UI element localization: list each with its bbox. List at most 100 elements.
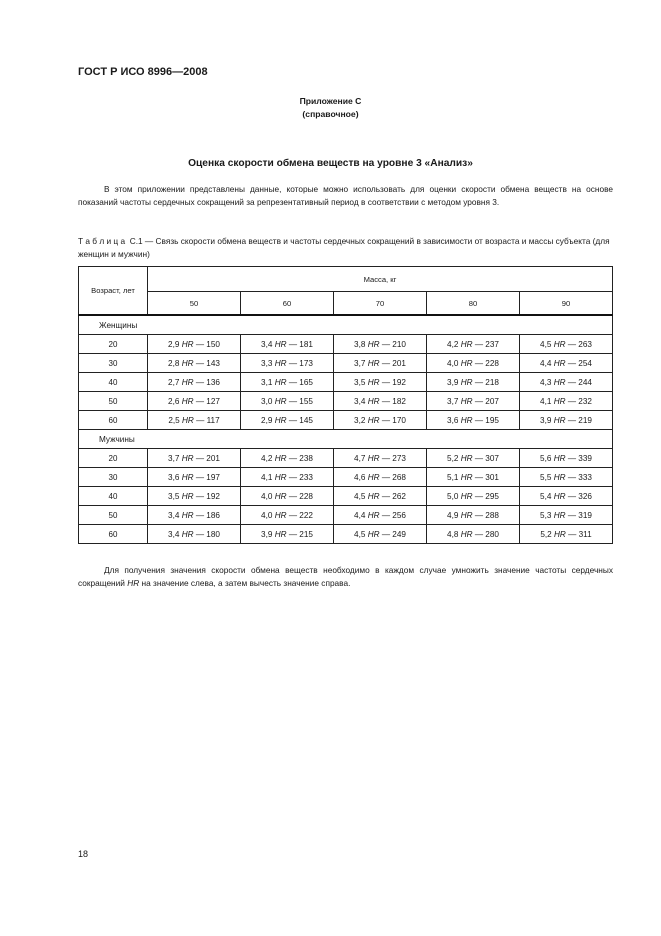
offset: — 280 <box>474 529 499 539</box>
hr-symbol: HR <box>460 529 473 539</box>
formula-cell: 3,1 HR — 165 <box>240 372 334 392</box>
hr-symbol: HR <box>274 339 287 349</box>
age-cell: 30 <box>78 353 148 373</box>
formula-cell: 4,5 HR — 263 <box>519 334 613 354</box>
group-row: Мужчины <box>78 429 613 449</box>
formula-cell: 4,4 HR — 254 <box>519 353 613 373</box>
hr-symbol: HR <box>181 377 194 387</box>
coefficient: 3,4 <box>261 339 273 349</box>
coefficient: 3,5 <box>354 377 366 387</box>
offset: — 326 <box>567 491 592 501</box>
coefficient: 3,0 <box>261 396 273 406</box>
age-cell: 50 <box>78 505 148 525</box>
formula-cell: 4,6 HR — 268 <box>333 467 427 487</box>
offset: — 307 <box>474 453 499 463</box>
hr-symbol: HR <box>127 578 140 588</box>
coefficient: 3,4 <box>354 396 366 406</box>
coefficient: 4,4 <box>540 358 552 368</box>
formula-cell: 5,3 HR — 319 <box>519 505 613 525</box>
formula-cell: 4,2 HR — 238 <box>240 448 334 468</box>
hr-symbol: HR <box>367 358 380 368</box>
age-cell: 60 <box>78 524 148 544</box>
coefficient: 4,5 <box>540 339 552 349</box>
offset: — 117 <box>196 415 220 425</box>
mass-values-row: 50 60 70 80 90 <box>79 291 613 316</box>
offset: — 207 <box>474 396 499 406</box>
formula-cell: 3,6 HR — 197 <box>147 467 241 487</box>
formula-cell: 3,0 HR — 155 <box>240 391 334 411</box>
intro-paragraph: В этом приложении представлены данные, к… <box>78 183 613 209</box>
hr-symbol: HR <box>460 491 473 501</box>
offset: — 186 <box>195 510 220 520</box>
formula-cell: 3,8 HR — 210 <box>333 334 427 354</box>
formula-cell: 4,7 HR — 273 <box>333 448 427 468</box>
coefficient: 2,8 <box>168 358 180 368</box>
group-row: Женщины <box>78 314 613 335</box>
coefficient: 3,9 <box>261 529 273 539</box>
group-label: Мужчины <box>78 429 613 449</box>
coefficient: 3,3 <box>261 358 273 368</box>
hr-symbol: HR <box>460 453 473 463</box>
formula-cell: 3,7 HR — 207 <box>426 391 520 411</box>
formula-cell: 4,2 HR — 237 <box>426 334 520 354</box>
table-row: 30 2,8 HR — 143 3,3 HR — 173 3,7 HR — 201 4,… <box>78 353 613 373</box>
hr-symbol: HR <box>460 472 473 482</box>
hr-symbol: HR <box>367 339 380 349</box>
hr-symbol: HR <box>181 453 194 463</box>
note-text: Для получения значения скорости обмена в… <box>78 565 613 588</box>
coefficient: 2,9 <box>261 415 273 425</box>
offset: — 268 <box>381 472 406 482</box>
age-cell: 30 <box>78 467 148 487</box>
table-row: 60 3,4 HR — 180 3,9 HR — 215 4,5 HR — 249 4,… <box>78 524 613 544</box>
coefficient: 4,0 <box>447 358 459 368</box>
offset: — 127 <box>195 396 220 406</box>
hr-symbol: HR <box>367 529 380 539</box>
appendix-type: (справочное) <box>302 109 359 119</box>
formula-cell: 5,2 HR — 311 <box>519 524 613 544</box>
coefficient: 4,2 <box>261 453 273 463</box>
formula-cell: 5,1 HR — 301 <box>426 467 520 487</box>
offset: — 244 <box>567 377 592 387</box>
formula-cell: 4,5 HR — 262 <box>333 486 427 506</box>
formula-cell: 3,9 HR — 218 <box>426 372 520 392</box>
coefficient: 5,2 <box>540 529 552 539</box>
hr-symbol: HR <box>274 529 287 539</box>
offset: — 319 <box>567 510 592 520</box>
formula-cell: 4,1 HR — 232 <box>519 391 613 411</box>
mass-column-header: 70 <box>333 291 427 316</box>
offset: — 333 <box>567 472 592 482</box>
hr-symbol: HR <box>554 529 566 539</box>
offset: — 295 <box>474 491 499 501</box>
hr-symbol: HR <box>181 529 194 539</box>
hr-symbol: HR <box>274 358 287 368</box>
formula-cell: 3,2 HR — 170 <box>333 410 427 430</box>
coefficient: 3,1 <box>261 377 273 387</box>
formula-cell: 2,5 HR — 117 <box>147 410 241 430</box>
intro-text: В этом приложении представлены данные, к… <box>78 184 613 207</box>
offset: — 232 <box>567 396 592 406</box>
table-row: 20 2,9 HR — 150 3,4 HR — 181 3,8 HR — 210 4,… <box>78 334 613 354</box>
offset: — 311 <box>568 529 592 539</box>
coefficient: 4,9 <box>447 510 459 520</box>
formula-cell: 3,5 HR — 192 <box>147 486 241 506</box>
offset: — 254 <box>567 358 592 368</box>
offset: — 218 <box>474 377 499 387</box>
table-row: 50 3,4 HR — 186 4,0 HR — 222 4,4 HR — 256 4,… <box>78 505 613 525</box>
hr-symbol: HR <box>367 377 380 387</box>
formula-cell: 3,4 HR — 182 <box>333 391 427 411</box>
hr-symbol: HR <box>553 472 566 482</box>
offset: — 197 <box>195 472 220 482</box>
coefficient: 4,1 <box>540 396 552 406</box>
hr-symbol: HR <box>274 453 287 463</box>
formula-cell: 4,0 HR — 228 <box>426 353 520 373</box>
hr-symbol: HR <box>460 415 473 425</box>
formula-cell: 4,5 HR — 249 <box>333 524 427 544</box>
offset: — 228 <box>288 491 313 501</box>
offset: — 155 <box>288 396 313 406</box>
formula-cell: 2,9 HR — 150 <box>147 334 241 354</box>
hr-symbol: HR <box>367 491 380 501</box>
offset: — 273 <box>381 453 406 463</box>
formula-cell: 3,3 HR — 173 <box>240 353 334 373</box>
formula-cell: 2,9 HR — 145 <box>240 410 334 430</box>
formula-cell: 5,4 HR — 326 <box>519 486 613 506</box>
